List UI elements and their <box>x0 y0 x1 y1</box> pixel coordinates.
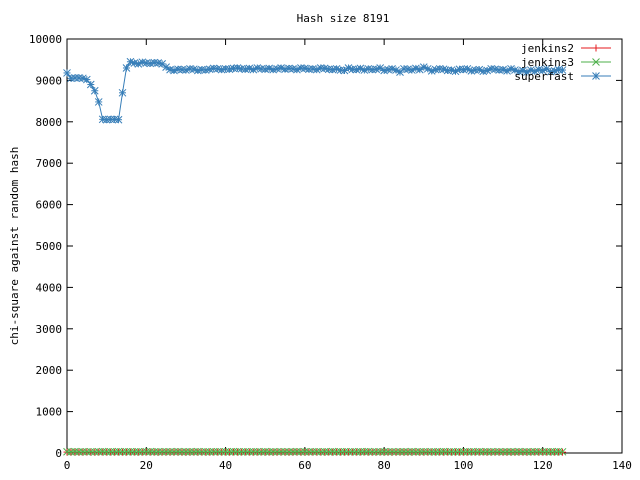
data-point-superfast <box>162 63 170 72</box>
legend-label: superfast <box>514 70 574 83</box>
data-point-superfast <box>301 64 309 73</box>
y-tick-label: 3000 <box>36 323 63 336</box>
data-point-superfast <box>281 65 289 74</box>
legend-marker <box>592 72 600 80</box>
data-point-superfast <box>360 66 369 74</box>
data-point-superfast <box>94 98 103 106</box>
data-point-superfast <box>63 69 71 77</box>
data-point-jenkins3 <box>558 447 567 456</box>
data-point-superfast <box>118 88 127 97</box>
data-point-superfast <box>320 64 329 73</box>
x-tick-label: 0 <box>64 459 71 472</box>
data-point-superfast <box>558 66 567 74</box>
data-point-superfast <box>479 67 488 76</box>
data-point-superfast <box>491 65 499 74</box>
x-tick-label: 40 <box>219 459 232 472</box>
legend-label: jenkins3 <box>521 56 574 69</box>
data-point-superfast <box>122 64 131 72</box>
data-point-superfast <box>126 57 135 66</box>
data-point-superfast <box>205 65 214 74</box>
x-tick-label: 100 <box>453 459 473 472</box>
axis-ticks: 0100020003000400050006000700080009000100… <box>29 33 632 472</box>
x-tick-label: 20 <box>140 459 153 472</box>
legend-label: jenkins2 <box>521 42 574 55</box>
x-tick-label: 60 <box>298 459 311 472</box>
y-tick-label: 0 <box>55 447 62 460</box>
x-tick-label: 120 <box>533 459 553 472</box>
legend-marker <box>592 44 600 52</box>
chart-title: Hash size 8191 <box>297 12 390 25</box>
legend-item-jenkins2: jenkins2 <box>521 42 611 55</box>
series-layer <box>63 57 567 456</box>
y-tick-label: 1000 <box>36 406 63 419</box>
y-tick-label: 2000 <box>36 364 63 377</box>
legend-item-jenkins3: jenkins3 <box>521 56 611 69</box>
y-axis-label: chi-square against random hash <box>8 147 21 346</box>
series-jenkins3 <box>63 447 567 456</box>
data-point-superfast <box>114 115 123 124</box>
y-tick-label: 6000 <box>36 199 63 212</box>
data-point-superfast <box>542 64 551 73</box>
y-tick-label: 7000 <box>36 157 63 170</box>
plot-frame <box>66 38 623 454</box>
y-tick-label: 5000 <box>36 240 63 253</box>
data-point-superfast <box>530 67 539 76</box>
data-point-superfast <box>82 75 91 84</box>
x-tick-label: 80 <box>378 459 391 472</box>
y-tick-label: 10000 <box>29 33 62 46</box>
data-point-superfast <box>86 80 95 89</box>
data-point-superfast <box>90 86 99 95</box>
legend-item-superfast: superfast <box>514 70 611 83</box>
y-tick-label: 8000 <box>36 116 63 129</box>
legend-marker <box>592 58 600 66</box>
y-tick-label: 4000 <box>36 281 63 294</box>
y-tick-label: 9000 <box>36 74 63 87</box>
x-tick-label: 140 <box>612 459 632 472</box>
series-superfast <box>63 57 567 124</box>
